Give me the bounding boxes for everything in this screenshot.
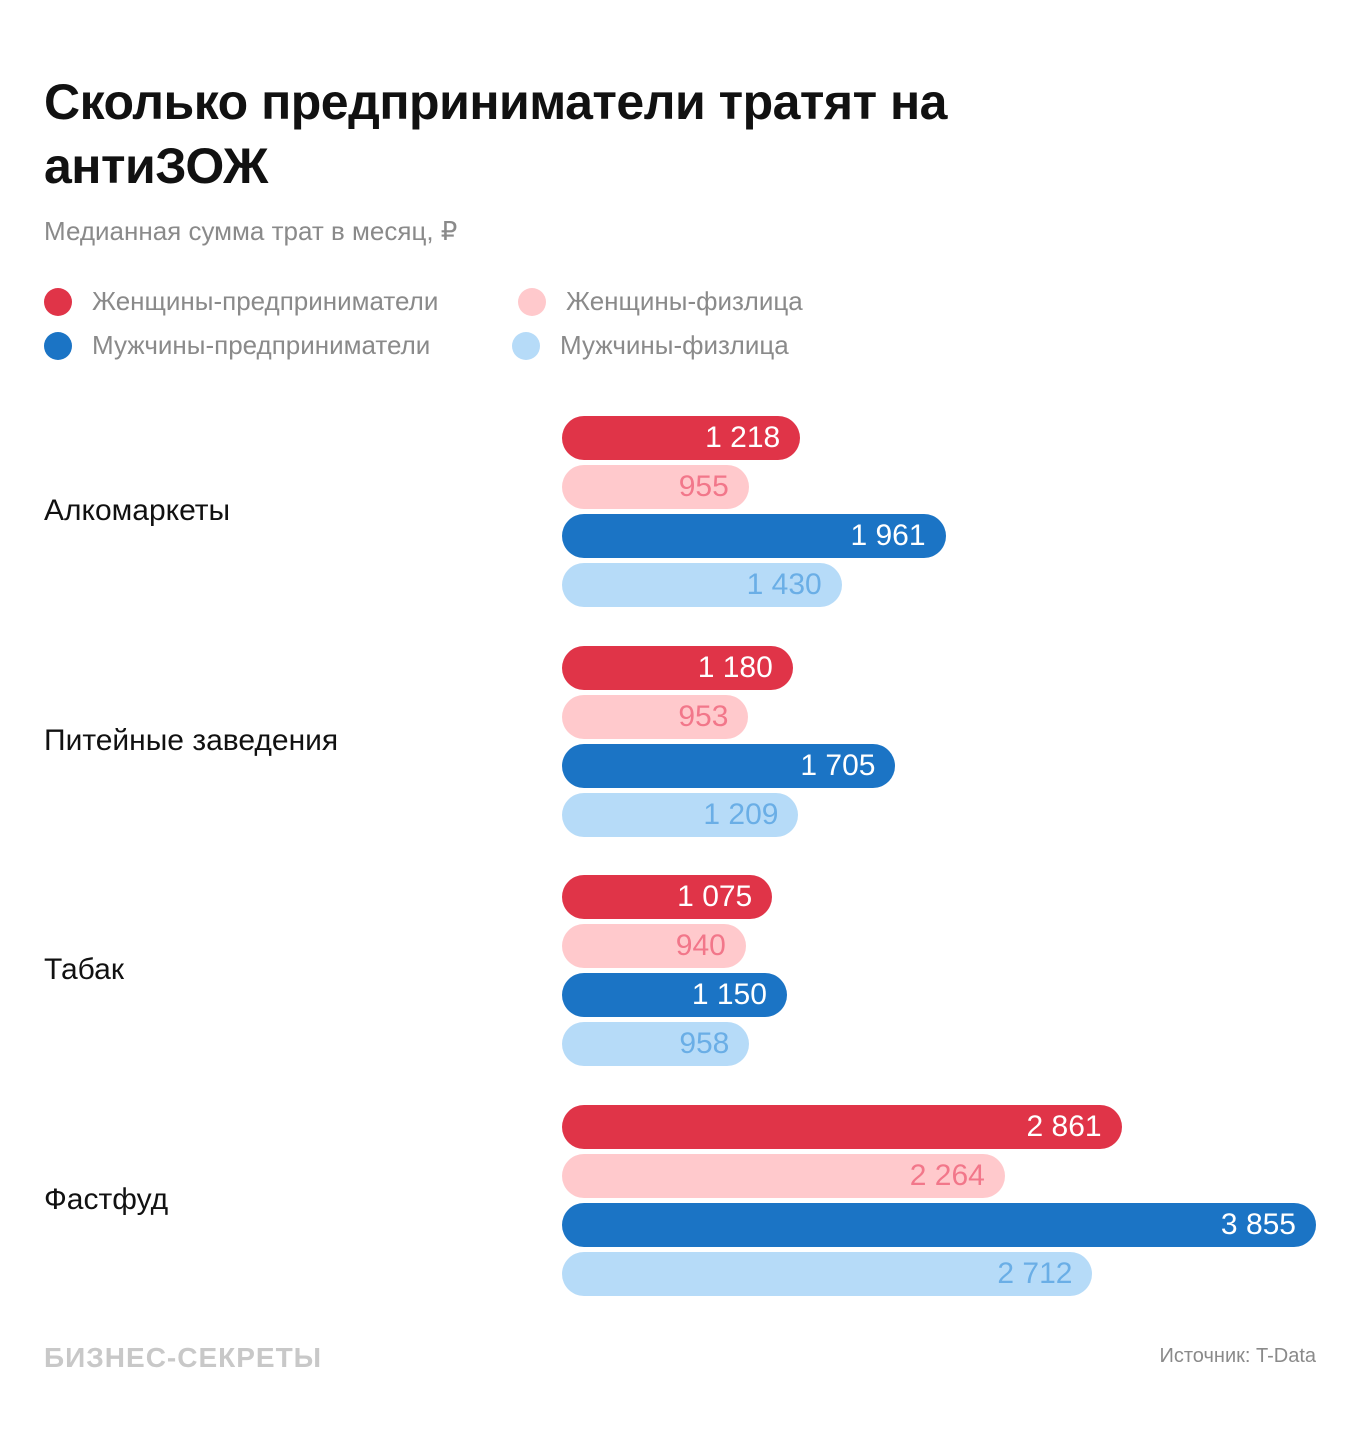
- data-label: 1 430: [746, 568, 822, 601]
- data-label: 2 264: [909, 1158, 985, 1192]
- legend-swatch: [512, 331, 540, 360]
- data-label: 2 861: [1026, 1109, 1102, 1143]
- bar: [562, 645, 793, 690]
- legend-item: Женщины-физлица: [518, 286, 803, 317]
- bar: [562, 514, 946, 558]
- legend-swatch: [44, 287, 72, 316]
- bar: [562, 416, 801, 460]
- category-label: Алкомаркеты: [44, 494, 231, 527]
- bar: [562, 1153, 1005, 1198]
- legend-label: Мужчины-предприниматели: [92, 330, 431, 360]
- bar: [562, 924, 746, 969]
- data-label: 1 150: [691, 978, 767, 1012]
- data-label: 940: [675, 929, 726, 963]
- bar: [562, 1202, 1316, 1247]
- category-label: Фастфуд: [44, 1182, 169, 1216]
- category-label: Табак: [44, 953, 124, 987]
- legend-item: Женщины-предприниматели: [44, 286, 438, 317]
- bar: [562, 792, 799, 837]
- bar: [562, 465, 749, 509]
- data-label: 1 075: [677, 880, 753, 914]
- legend-swatch: [44, 331, 72, 360]
- chart-subtitle: Медианная сумма трат в месяц, ₽: [44, 216, 458, 246]
- data-label: 1 180: [697, 650, 773, 684]
- category-label: Питейные заведения: [44, 723, 339, 757]
- bar: [562, 875, 773, 920]
- data-label: 958: [679, 1027, 730, 1061]
- bar: [562, 1022, 750, 1067]
- data-label: 2 712: [997, 1256, 1073, 1290]
- bar: [562, 694, 749, 739]
- data-label: 953: [678, 699, 729, 733]
- bar: [562, 1251, 1093, 1296]
- legend-item: Мужчины-физлица: [512, 330, 789, 361]
- chart-title: Сколько предприниматели тратят на антиЗО…: [44, 74, 947, 194]
- legend-label: Женщины-физлица: [566, 286, 803, 316]
- source-note: Источник: T-Data: [1159, 1345, 1316, 1367]
- legend-label: Мужчины-физлица: [560, 330, 789, 360]
- legend-item: Мужчины-предприниматели: [44, 330, 430, 361]
- data-label: 1 218: [705, 421, 781, 454]
- bar: [562, 973, 787, 1018]
- legend-swatch: [518, 287, 546, 316]
- bar: [562, 563, 842, 607]
- legend-label: Женщины-предприниматели: [92, 286, 439, 316]
- bar: [562, 1104, 1122, 1149]
- data-label: 1 209: [703, 797, 779, 831]
- data-label: 1 705: [800, 748, 876, 782]
- data-label: 955: [678, 470, 729, 503]
- data-label: 3 855: [1220, 1207, 1296, 1241]
- bar: [562, 743, 896, 788]
- logo: БИЗНЕС-СЕКРЕТЫ: [44, 1342, 323, 1373]
- data-label: 1 961: [850, 519, 926, 552]
